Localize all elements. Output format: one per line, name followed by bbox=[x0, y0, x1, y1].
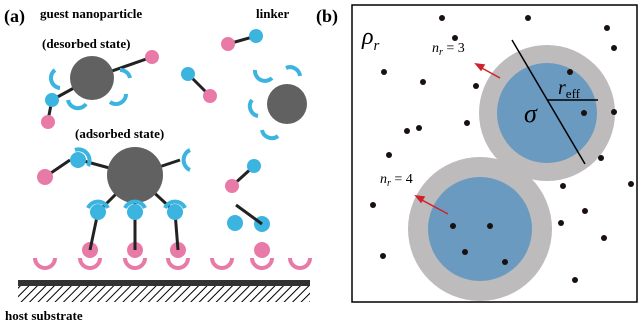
diameter-label: σ bbox=[524, 99, 538, 128]
right-particle bbox=[250, 67, 307, 138]
adsorbed-label: (adsorbed state) bbox=[75, 126, 164, 141]
text-part: r bbox=[558, 77, 566, 99]
core bbox=[428, 177, 532, 281]
text-part: = 3 bbox=[443, 41, 465, 56]
text-part: eff bbox=[566, 86, 581, 101]
text-part: ρ bbox=[361, 24, 374, 50]
substrate-label: host substrate bbox=[5, 308, 83, 323]
count-label: nr = 4 bbox=[380, 172, 413, 189]
linker-label: linker bbox=[256, 6, 289, 21]
desorbed-label: (desorbed state) bbox=[42, 36, 130, 51]
panel-label: (a) bbox=[4, 6, 25, 27]
text-part: = 4 bbox=[391, 172, 413, 187]
text-part: r bbox=[374, 38, 380, 54]
desorbed-particle bbox=[41, 50, 159, 129]
count-label: nr = 3 bbox=[432, 41, 465, 58]
text-part: n bbox=[432, 41, 439, 56]
panel-b: (b) ρr σ reff nr = 3 nr = 4 bbox=[316, 5, 637, 302]
guest-label: guest nanoparticle bbox=[40, 6, 142, 21]
receptors bbox=[35, 242, 310, 268]
figure: (a) guest nanoparticle linker (desorbed … bbox=[0, 0, 643, 326]
substrate bbox=[18, 280, 310, 302]
panel-a: (a) guest nanoparticle linker (desorbed … bbox=[4, 6, 310, 323]
adsorbed-particle bbox=[37, 147, 270, 250]
text-part: n bbox=[380, 172, 387, 187]
panel-label: (b) bbox=[316, 6, 338, 27]
